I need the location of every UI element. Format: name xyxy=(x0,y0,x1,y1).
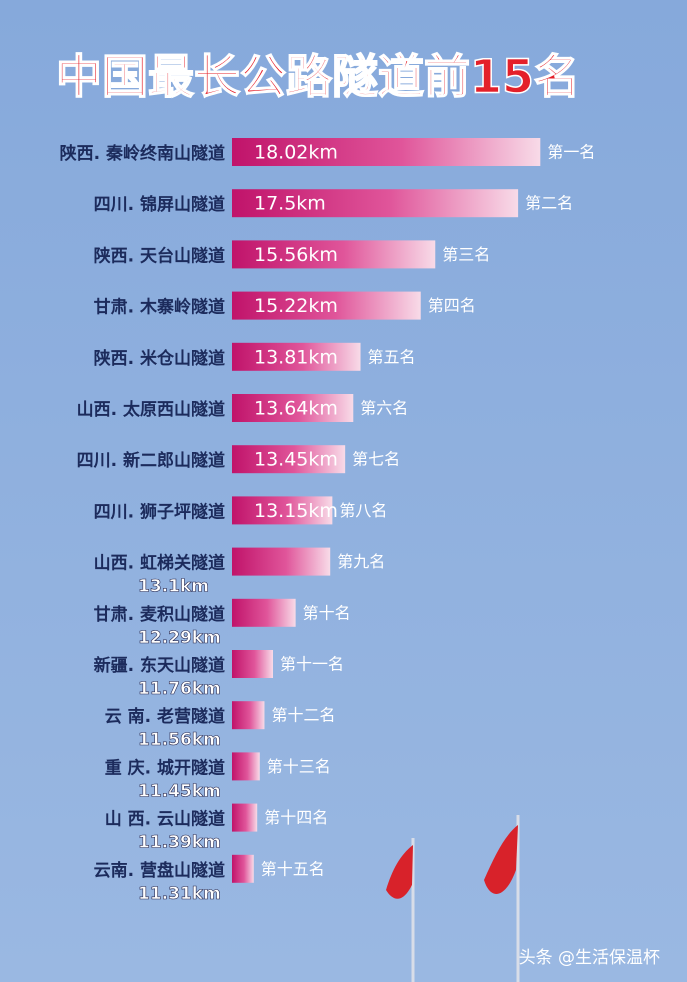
flags xyxy=(386,815,520,982)
rank-label: 第十一名 xyxy=(280,655,344,674)
category-label: 陕西. 秦岭终南山隧道 xyxy=(60,143,225,164)
bar xyxy=(232,445,346,474)
bar xyxy=(232,394,354,422)
rank-label: 第五名 xyxy=(368,347,416,366)
category-label: 陕西. 米仓山隧道 xyxy=(94,348,225,369)
bar xyxy=(232,138,541,166)
bar xyxy=(232,291,421,320)
category-label: 云南. 营盘山隧道 xyxy=(94,860,225,881)
bar xyxy=(232,496,333,525)
bar xyxy=(232,752,260,781)
value-label: 13.1km xyxy=(138,577,209,597)
bar xyxy=(232,240,436,269)
bar xyxy=(232,803,258,832)
chart-title: 中国最长公路隧道前15名 xyxy=(56,50,580,104)
category-label: 陕西. 天台山隧道 xyxy=(94,245,225,266)
category-label: 云 南. 老营隧道 xyxy=(105,706,225,727)
category-label: 甘肃. 木寨岭隧道 xyxy=(94,297,225,318)
rank-label: 第六名 xyxy=(360,399,408,418)
rank-label: 第三名 xyxy=(442,245,490,264)
category-label: 山西. 太原西山隧道 xyxy=(77,399,225,420)
watermark: 头条 @生活保温杯 xyxy=(519,948,660,968)
bar xyxy=(232,701,265,730)
rank-label: 第十五名 xyxy=(261,859,325,878)
value-label: 12.29km xyxy=(138,628,221,648)
category-label: 四川. 新二郎山隧道 xyxy=(77,450,225,471)
value-label: 17.5km xyxy=(254,193,326,215)
bar xyxy=(232,650,273,678)
value-label: 18.02km xyxy=(254,142,338,164)
category-label: 山西. 虹梯关隧道 xyxy=(94,553,225,574)
bar xyxy=(232,598,296,627)
value-label: 13.45km xyxy=(254,449,338,471)
bar xyxy=(232,189,519,218)
rank-label: 第四名 xyxy=(428,296,476,315)
category-label: 重 庆. 城开隧道 xyxy=(105,757,225,778)
bar xyxy=(232,854,254,883)
value-label: 15.56km xyxy=(254,244,338,266)
value-label: 11.39km xyxy=(138,833,221,853)
value-label: 11.45km xyxy=(138,781,221,801)
category-label: 四川. 狮子坪隧道 xyxy=(94,501,225,522)
rank-label: 第十四名 xyxy=(264,808,328,827)
value-label: 11.31km xyxy=(138,884,221,904)
rank-label: 第九名 xyxy=(337,552,385,571)
bar xyxy=(232,547,331,576)
value-label: 11.56km xyxy=(138,730,221,750)
value-label: 13.15km xyxy=(254,500,338,522)
value-label: 13.81km xyxy=(254,346,338,368)
rank-label: 第十三名 xyxy=(267,757,331,776)
category-label: 甘肃. 麦积山隧道 xyxy=(94,604,225,625)
category-label: 新疆. 东天山隧道 xyxy=(94,655,225,676)
rank-label: 第二名 xyxy=(525,194,573,213)
rank-label: 第八名 xyxy=(339,501,387,520)
rank-label: 第七名 xyxy=(352,450,400,469)
category-label: 四川. 锦屏山隧道 xyxy=(94,194,225,215)
value-label: 15.22km xyxy=(254,295,338,317)
bar xyxy=(232,342,361,371)
category-label: 山 西. 云山隧道 xyxy=(105,809,225,830)
value-label: 11.76km xyxy=(138,679,221,699)
rank-label: 第十二名 xyxy=(271,706,335,725)
rank-label: 第十名 xyxy=(303,603,351,622)
rank-label: 第一名 xyxy=(547,143,595,162)
value-label: 13.64km xyxy=(254,398,338,420)
